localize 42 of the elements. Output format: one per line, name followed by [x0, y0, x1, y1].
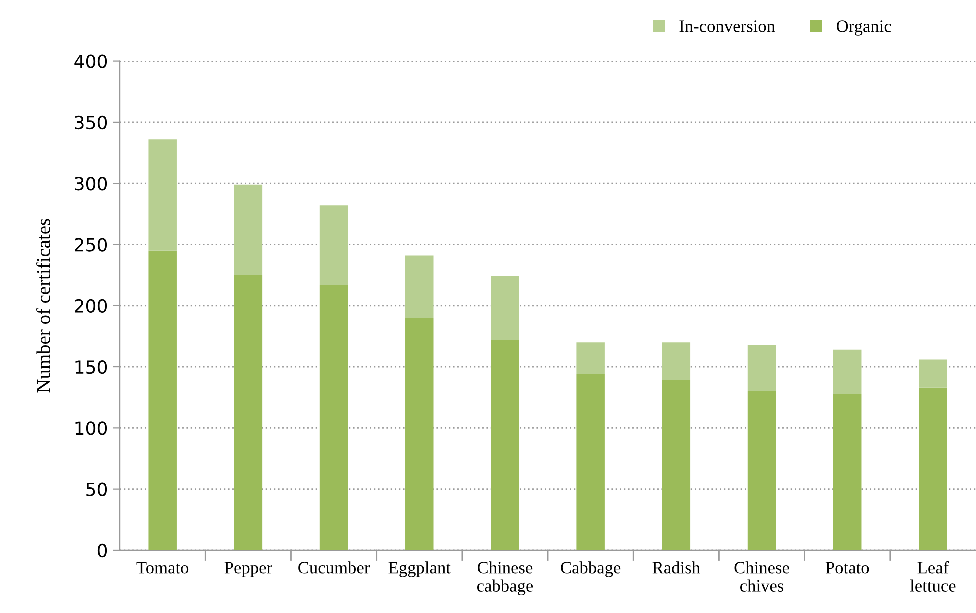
y-tick-label: 100 — [76, 422, 108, 436]
bar — [234, 184, 263, 276]
bar — [148, 250, 177, 550]
bar — [320, 206, 348, 286]
x-tick-label: Radish — [652, 562, 700, 574]
bar — [576, 374, 605, 550]
bar — [833, 394, 862, 550]
x-tick-label: Leaf lettuce — [910, 561, 956, 592]
y-tick-label: 0 — [98, 544, 108, 558]
bar — [148, 140, 177, 251]
y-tick-label: 150 — [76, 360, 108, 374]
y-axis-title: Number of certificates — [36, 219, 50, 393]
bar — [406, 318, 434, 550]
y-tick-label: 50 — [86, 482, 108, 496]
legend-label: Organic — [837, 20, 892, 36]
y-tick-label: 300 — [75, 177, 108, 191]
bar — [491, 340, 520, 550]
x-tick-label: Cucumber — [298, 562, 370, 574]
x-tick-label: Tomato — [136, 562, 189, 574]
x-tick-label: Cabbage — [561, 562, 621, 578]
bar — [748, 345, 776, 392]
y-tick-label: 200 — [75, 299, 108, 314]
bar — [662, 380, 691, 550]
bar — [406, 256, 434, 318]
x-tick-label: Eggplant — [388, 562, 451, 578]
x-tick-label: Chinese chives — [734, 562, 790, 592]
y-tick-label: 250 — [75, 238, 108, 252]
x-tick-label: Chinese cabbage — [477, 562, 534, 596]
bar — [833, 350, 862, 394]
y-tick-label: 350 — [75, 116, 108, 130]
x-tick-label: Potato — [826, 562, 870, 574]
y-tick-label: 400 — [74, 54, 108, 68]
bar — [662, 342, 691, 380]
bar — [491, 276, 520, 340]
bar — [748, 391, 776, 550]
x-tick-label: Pepper — [224, 562, 272, 578]
bar — [919, 388, 948, 550]
bar — [320, 285, 348, 550]
bar — [234, 275, 263, 550]
bar — [919, 360, 948, 388]
legend-label: In-conversion — [680, 20, 776, 32]
bar — [576, 342, 605, 374]
